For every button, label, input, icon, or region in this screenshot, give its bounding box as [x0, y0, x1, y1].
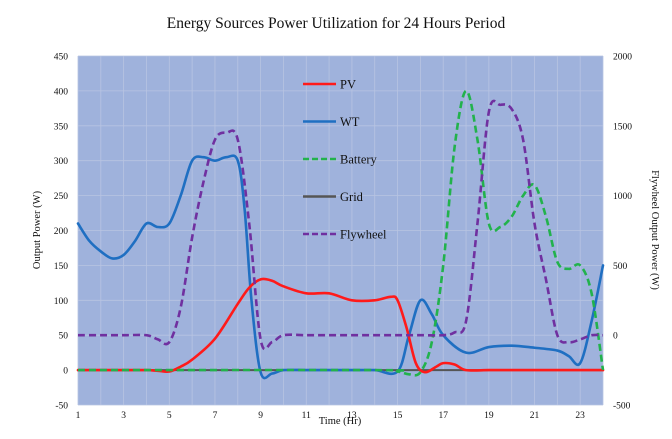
y-tick-label: -50 — [55, 402, 68, 412]
x-tick-label: 9 — [258, 411, 263, 421]
y2-tick-label: 2000 — [613, 53, 632, 63]
y2-tick-label: 1000 — [613, 192, 632, 202]
y-tick-label: 0 — [63, 367, 68, 377]
y-axis-label: Output Power (W) — [32, 190, 43, 269]
legend-label-pv: PV — [340, 78, 356, 92]
chart-title: Energy Sources Power Utilization for 24 … — [167, 15, 506, 32]
y-axis-ticks: -50 0 50 100 150 200 250 300 350 400 450 — [54, 53, 69, 412]
x-tick-label: 19 — [484, 411, 494, 421]
y-tick-label: 200 — [54, 227, 69, 237]
legend: PV WT Battery Grid Flywheel — [303, 78, 387, 242]
y-tick-label: 50 — [59, 332, 69, 342]
y-tick-label: 400 — [54, 87, 69, 97]
y-tick-label: 450 — [54, 53, 69, 63]
series-line-battery — [77, 89, 605, 377]
legend-label-flywheel: Flywheel — [340, 228, 387, 242]
x-tick-label: 21 — [530, 411, 540, 421]
y-tick-label: 300 — [54, 157, 69, 167]
y-tick-label: 100 — [54, 297, 69, 307]
y2-axis-label: Flywheel Output Power (W) — [649, 170, 660, 290]
y2-tick-label: 1500 — [613, 122, 632, 132]
legend-label-grid: Grid — [340, 190, 364, 204]
y2-axis-ticks: -500 0 500 1000 1500 2000 — [613, 53, 632, 412]
series-line-flywheel — [78, 99, 604, 351]
y-tick-label: 350 — [54, 122, 69, 132]
x-tick-label: 23 — [575, 411, 585, 421]
y2-tick-label: 500 — [613, 262, 628, 272]
x-tick-label: 15 — [393, 411, 403, 421]
y-tick-label: 250 — [54, 192, 69, 202]
legend-label-battery: Battery — [340, 153, 378, 167]
series-layer — [76, 89, 605, 380]
x-axis-ticks: 1 3 5 7 9 11 13 15 17 19 21 23 — [76, 411, 586, 421]
x-tick-label: 5 — [167, 411, 172, 421]
series-line-wt — [76, 154, 605, 380]
series-line-pv — [76, 277, 605, 374]
y2-tick-label: -500 — [613, 402, 631, 412]
x-tick-label: 7 — [213, 411, 218, 421]
legend-label-wt: WT — [340, 115, 360, 129]
x-tick-label: 3 — [121, 411, 126, 421]
x-tick-label: 1 — [76, 411, 81, 421]
x-tick-label: 13 — [347, 411, 357, 421]
x-tick-label: 17 — [438, 411, 448, 421]
y2-tick-label: 0 — [613, 332, 618, 342]
y-tick-label: 150 — [54, 262, 69, 272]
x-tick-label: 11 — [302, 411, 311, 421]
x-axis-label: Time (Hr) — [319, 416, 362, 427]
